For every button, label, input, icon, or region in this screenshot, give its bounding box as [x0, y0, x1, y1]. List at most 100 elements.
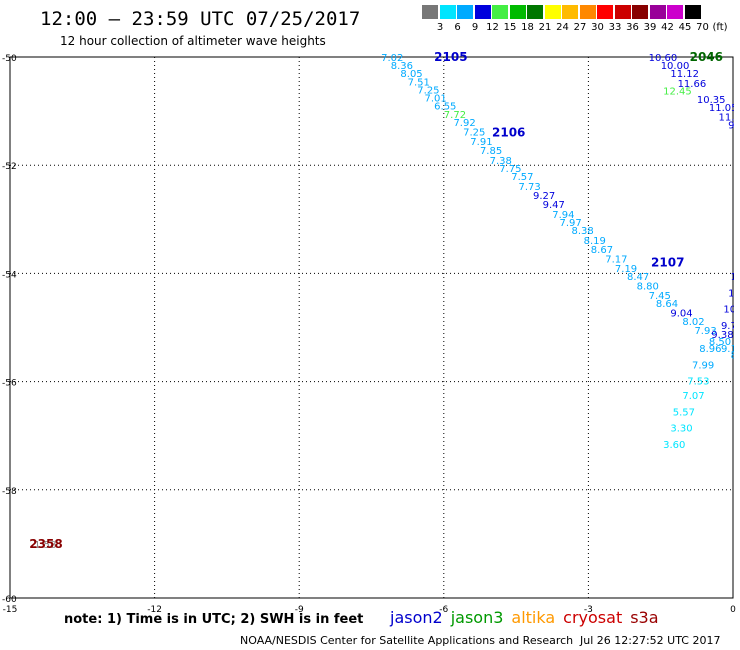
- scale-label: 18: [521, 22, 534, 33]
- data-points: 7.028.368.057.517.257.016.557.727.927.25…: [34, 53, 740, 551]
- scale-label: 21: [538, 22, 552, 33]
- scale-swatch: [457, 5, 474, 19]
- satellite-label: s3a: [630, 608, 659, 627]
- scale-swatch: [439, 5, 457, 19]
- wave-height-point: 11.05: [709, 103, 738, 114]
- scale-swatch: [422, 5, 439, 19]
- wave-height-point: 6.55: [434, 102, 456, 113]
- scale-label: 24: [556, 22, 569, 33]
- x-tick-label: -12: [147, 605, 162, 615]
- scale-swatch: [474, 5, 492, 19]
- scale-label: 15: [503, 22, 517, 33]
- wave-height-point: 7.94: [552, 210, 574, 221]
- plot-frame: [9, 56, 734, 599]
- wave-height-point: 9.74: [721, 321, 740, 332]
- wave-height-point: 7.97: [559, 218, 581, 229]
- wave-height-point: 8.96: [699, 344, 721, 355]
- tick-labels: -15 -12 -9 -6 -3 0 -50 -52 -54 -56 -58 -60: [2, 54, 736, 615]
- wave-height-point: 10: [728, 288, 740, 299]
- scale-swatch: [527, 5, 544, 19]
- scale-swatch: [649, 5, 667, 19]
- scale-swatch: [544, 5, 562, 19]
- wave-height-point: 9.38: [711, 330, 733, 341]
- wave-height-point: 11.1: [719, 113, 740, 124]
- scale-swatch: [632, 5, 649, 19]
- scale-label: 45: [678, 22, 692, 33]
- scale-swatch: [579, 5, 597, 19]
- wave-height-point: 7.51: [408, 77, 430, 88]
- wave-height-point: 8.05: [400, 69, 422, 80]
- scale-swatch: [667, 5, 684, 19]
- wave-height-point: 7.45: [649, 291, 671, 302]
- scale-swatch: [597, 5, 614, 19]
- scale-label: 42: [661, 22, 674, 33]
- wave-height-point: 5.57: [673, 407, 695, 418]
- wave-height-point: 8.47: [627, 272, 649, 283]
- wave-height-point: 7.57: [511, 172, 533, 183]
- satellite-label: jason2: [390, 608, 443, 627]
- wave-height-point: 9.27: [533, 191, 555, 202]
- wave-height-point: 8.67: [591, 245, 613, 256]
- wave-height-point: 7.93: [694, 326, 716, 337]
- scale-label: 36: [626, 22, 639, 33]
- y-tick-label: -56: [2, 379, 17, 389]
- timestamp: Jul 26 12:27:52 UTC 2017: [580, 634, 721, 647]
- wave-height-point: 9: [728, 121, 734, 132]
- x-tick-label: -3: [584, 605, 593, 615]
- scale-label: 33: [608, 22, 622, 33]
- wave-height-point: 9.04: [670, 308, 692, 319]
- y-tick-label: -50: [2, 54, 17, 64]
- scale-label: 9: [471, 22, 479, 33]
- scale-label: 12: [486, 22, 499, 33]
- scale-label: 3: [436, 22, 444, 33]
- y-tick-label: -52: [2, 162, 17, 172]
- pass-number-label: 2107: [651, 256, 684, 270]
- pass-number-label: 2106: [492, 126, 525, 140]
- pass-labels: 2105 2106 2107 2046 2358: [29, 50, 723, 551]
- wave-height-point: 8.50: [709, 337, 731, 348]
- pass-number-label: 2105: [434, 50, 467, 64]
- wave-height-point: 11.12: [670, 69, 699, 80]
- axis-frame: [9, 56, 734, 599]
- wave-height-point: 8.19: [584, 236, 606, 247]
- wave-height-point: 11.66: [678, 79, 707, 90]
- satellite-label: altika: [511, 608, 556, 627]
- wave-height-point: 1.58: [34, 540, 56, 551]
- scale-label: 27: [573, 22, 587, 33]
- wave-height-point: 7.17: [605, 254, 627, 265]
- wave-height-point: 7.75: [499, 164, 521, 175]
- pass-number-label: 2046: [690, 50, 723, 64]
- wave-height-point: 7.25: [463, 128, 485, 139]
- wave-height-point: 9.15: [721, 344, 740, 355]
- wave-height-point: 7.25: [417, 85, 439, 96]
- scale-label: 39: [643, 22, 657, 33]
- chart-title: 12:00 – 23:59 UTC 07/25/2017: [40, 8, 361, 30]
- wave-height-point: 7.01: [425, 94, 447, 105]
- x-tick-label: -6: [439, 605, 448, 615]
- satellite-label: cryosat: [563, 608, 623, 627]
- scale-swatch: [509, 5, 527, 19]
- wave-height-point: 7.72: [444, 110, 466, 121]
- scale-swatch: [492, 5, 509, 19]
- y-tick-label: -58: [2, 487, 17, 497]
- chart-subtitle: 12 hour collection of altimeter wave hei…: [60, 34, 326, 48]
- scale-swatch: [614, 5, 632, 19]
- credit-line: NOAA/NESDIS Center for Satellite Applica…: [240, 634, 574, 647]
- wave-height-point: 10.60: [649, 53, 678, 64]
- scale-swatch: [562, 5, 579, 19]
- wave-height-point: 3.30: [670, 424, 692, 435]
- x-tick-label: -15: [3, 605, 18, 615]
- wave-height-point: 7.91: [470, 137, 492, 148]
- footer-note: note: 1) Time is in UTC; 2) SWH is in fe…: [64, 612, 364, 627]
- x-tick-label: 0: [730, 605, 736, 615]
- scale-swatch: [684, 5, 702, 19]
- wave-height-point: 7.19: [615, 264, 637, 275]
- scale-label: 6: [454, 22, 461, 33]
- wave-height-point: 8.36: [391, 61, 413, 72]
- scale-label: 30: [591, 22, 604, 33]
- wave-height-point: 7.53: [687, 377, 709, 388]
- satellite-label: jason3: [450, 608, 504, 627]
- wave-height-point: 7.38: [490, 156, 512, 167]
- y-tick-label: -54: [2, 270, 17, 280]
- y-tick-label: -60: [2, 595, 17, 605]
